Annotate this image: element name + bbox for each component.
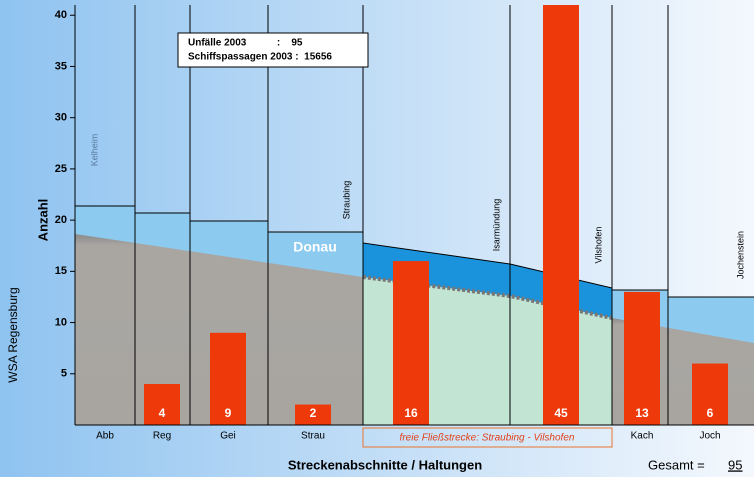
x-axis-title: Streckenabschnitte / Haltungen — [288, 457, 482, 472]
x-tick-label: Joch — [699, 431, 720, 442]
bar-value-label: 16 — [404, 406, 418, 420]
bar — [393, 261, 429, 425]
y-tick-label: 5 — [61, 368, 67, 380]
chart: Unfälle 2003 : 95 Schiffspassagen 2003 :… — [0, 0, 754, 477]
y-tick-label: 35 — [55, 60, 67, 72]
y-tick-label: 20 — [55, 214, 67, 226]
total-value: 95 — [728, 457, 742, 472]
bar-value-label: 2 — [310, 406, 317, 420]
side-label: WSA Regensburg — [6, 287, 20, 382]
x-tick-label: Gei — [220, 431, 236, 442]
y-tick-label: 25 — [55, 163, 67, 175]
bar-value-label: 9 — [225, 406, 232, 420]
x-tick-label: Kach — [631, 431, 654, 442]
y-tick-label: 15 — [55, 265, 67, 277]
station-label: Vilshofen — [593, 227, 603, 264]
station-label: Jochenstein — [735, 231, 745, 279]
bar-value-label: 4 — [159, 406, 166, 420]
station-label: Kelheim — [89, 134, 99, 167]
bar-value-label: 6 — [707, 406, 714, 420]
bar — [624, 292, 660, 425]
bar-value-label: 13 — [635, 406, 649, 420]
station-label: Straubing — [341, 181, 351, 220]
bar-value-label: 45 — [554, 406, 568, 420]
free-section-label: freie Fließstrecke: Straubing - Vilshofe… — [400, 433, 575, 444]
bar — [543, 0, 579, 425]
total-label: Gesamt = — [648, 457, 705, 472]
x-tick-label: Abb — [96, 431, 114, 442]
info-line: Schiffspassagen 2003 : 15656 — [188, 52, 332, 63]
station-label: Isarmündung — [491, 199, 501, 252]
y-axis-title: Anzahl — [35, 199, 50, 242]
river-label: Donau — [293, 239, 337, 255]
y-tick-label: 30 — [55, 112, 67, 124]
info-line: Unfälle 2003 : 95 — [188, 38, 303, 49]
y-tick-label: 40 — [55, 9, 67, 21]
x-tick-label: Reg — [153, 431, 171, 442]
y-tick-label: 10 — [55, 316, 67, 328]
x-tick-label: Strau — [301, 431, 325, 442]
